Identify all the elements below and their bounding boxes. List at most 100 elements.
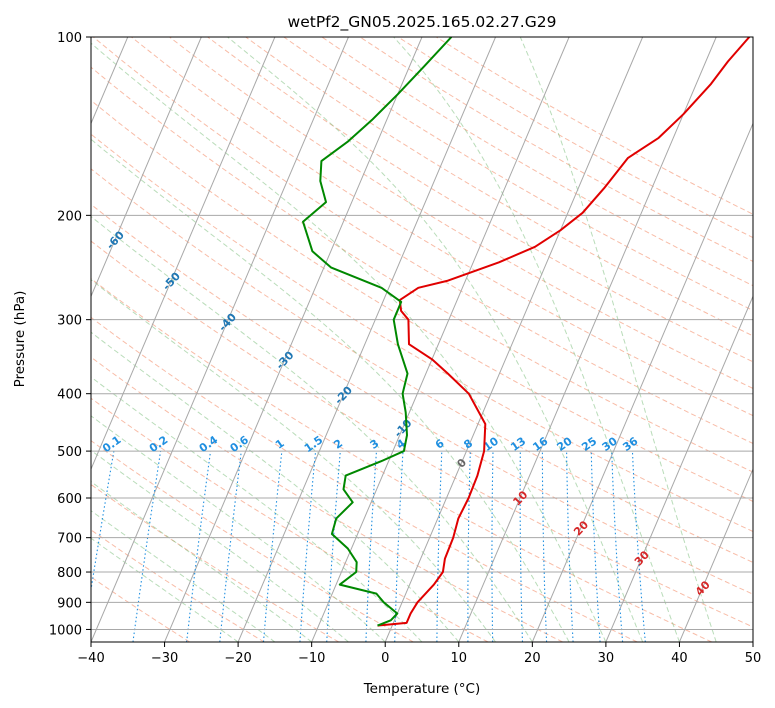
isotherm-label: 30 [632, 548, 652, 568]
isotherm-label: 10 [510, 488, 530, 508]
x-tick-label: 10 [451, 651, 468, 666]
isotherm-label: -60 [104, 228, 127, 252]
dry-adiabat-line [91, 316, 638, 642]
isotherm-line [605, 295, 753, 642]
moist-adiabat-line [91, 537, 239, 642]
isotherm-line [678, 467, 753, 642]
x-axis: −40 −30 −20 −10 0 10 20 30 40 50 [77, 642, 761, 666]
y-tick-label: 1000 [49, 623, 82, 638]
dry-adiabat-line [283, 37, 753, 312]
isotherm-label: -50 [160, 269, 183, 293]
isotherm-label: -10 [392, 416, 415, 440]
moist-adiabat-line [91, 481, 313, 642]
isotherm-line [384, 37, 644, 642]
mixing-ratio-label: 3 [368, 437, 382, 452]
x-tick-label: −20 [224, 651, 251, 666]
x-tick-label: 0 [381, 651, 389, 666]
mixing-ratio-label: 6 [433, 437, 447, 452]
dry-adiabat-line [207, 37, 753, 363]
moist-adiabat-line [91, 138, 570, 642]
isotherm-label: 0 [454, 456, 469, 471]
dry-adiabat-line [91, 203, 753, 595]
y-tick-label: 400 [57, 388, 82, 403]
y-tick-label: 900 [57, 596, 82, 611]
moist-adiabat-line [227, 37, 644, 642]
x-tick-label: −10 [298, 651, 325, 666]
dry-adiabat-line [91, 576, 190, 642]
dry-adiabat-line [91, 440, 414, 642]
x-axis-label: Temperature (°C) [363, 681, 481, 697]
y-tick-label: 500 [57, 445, 82, 460]
mixing-ratio-line [467, 451, 471, 642]
background-lines [91, 37, 753, 642]
dry-adiabat-line [91, 99, 753, 502]
isotherm-line [164, 37, 423, 642]
profile-line [377, 37, 751, 627]
mixing-ratio-line [219, 451, 242, 642]
moist-adiabat-line [91, 510, 276, 642]
isotherm-label: -20 [332, 383, 355, 407]
mixing-ratio-line [262, 451, 283, 642]
plot-area: 0.10.20.40.611.52346810131620253036-100-… [0, 37, 753, 642]
mixing-ratio-line [566, 451, 574, 642]
mixing-ratio-line [299, 451, 317, 642]
mixing-ratio-label: 0.1 [100, 433, 123, 455]
moist-adiabat-line [91, 215, 533, 642]
mixing-ratio-line [132, 451, 162, 642]
dry-adiabat-line [91, 240, 753, 628]
dry-adiabat-line [91, 278, 713, 642]
isobar-gridlines [91, 37, 753, 630]
chart-title: wetPf2_GN05.2025.165.02.27.G29 [288, 13, 557, 32]
isotherm-label: -30 [273, 348, 296, 372]
dry-adiabat-line [91, 356, 563, 642]
dry-adiabat-line [169, 37, 753, 389]
isotherm-label: -70 [49, 185, 72, 209]
isopleth-labels: 0.10.20.40.611.52346810131620253036-100-… [0, 138, 713, 598]
x-tick-label: −30 [151, 651, 178, 666]
y-tick-label: 100 [57, 31, 82, 46]
moist-adiabat-line [519, 37, 717, 642]
moist-adiabat-line [91, 331, 460, 642]
mixing-ratio-label: 0.4 [197, 433, 221, 455]
isotherm-label: 20 [571, 518, 591, 538]
profile-series [302, 37, 751, 627]
dry-adiabat-line [91, 529, 265, 642]
mixing-ratio-label: 0.2 [147, 433, 170, 455]
dry-adiabat-line [92, 37, 753, 445]
isotherm-line [311, 37, 570, 642]
moist-adiabat-line [393, 37, 680, 642]
moist-adiabat-line [91, 376, 423, 642]
dry-adiabat-line [91, 483, 340, 642]
plot-frame [90, 36, 754, 643]
isotherm-line [458, 37, 717, 642]
y-tick-label: 800 [57, 566, 82, 581]
mixing-ratio-label: 1.5 [302, 433, 325, 455]
mixing-ratio-line [186, 451, 212, 642]
mixing-ratio-line [631, 451, 646, 642]
profile-line [302, 37, 453, 627]
isotherm-line [752, 640, 753, 642]
isotherm-line [91, 37, 202, 298]
isotherm-line [237, 37, 497, 642]
moist-adiabat-line [91, 42, 607, 642]
y-tick-label: 700 [57, 532, 82, 547]
y-tick-label: 300 [57, 314, 82, 329]
y-axis-label: Pressure (hPa) [12, 291, 28, 388]
isotherm-line [91, 37, 276, 471]
mixing-ratio-line [436, 451, 443, 642]
x-tick-label: 20 [524, 651, 541, 666]
y-axis: 1000 900 800 700 600 500 400 300 200 100 [49, 31, 91, 638]
isotherm-line [531, 122, 753, 642]
x-tick-label: 40 [671, 651, 688, 666]
moist-adiabat-line [91, 415, 386, 642]
mixing-ratio-line [590, 451, 601, 642]
x-tick-label: −40 [77, 651, 104, 666]
isotherm-label: -40 [216, 310, 239, 334]
mixing-ratio-label: 2 [331, 437, 345, 452]
y-tick-label: 600 [57, 492, 82, 507]
dry-adiabat-line [91, 133, 753, 533]
mixing-ratio-label: 8 [461, 437, 475, 452]
mixing-ratio-line [91, 451, 115, 594]
isotherm-label: -80 [0, 138, 18, 162]
isotherm-label: 40 [693, 578, 713, 598]
